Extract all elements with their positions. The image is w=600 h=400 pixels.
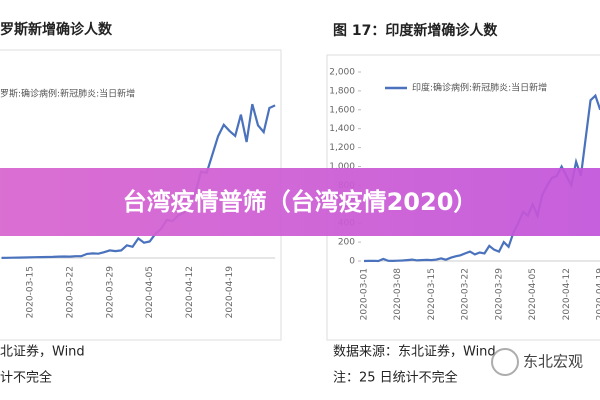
x-tick-label: 2020-03-29 (494, 268, 504, 321)
x-tick-label: 2020-03-15 (427, 268, 437, 320)
x-tick-label: 2020-04-05 (145, 266, 155, 318)
banner-text: 台湾疫情普筛（台湾疫情2020） (123, 188, 478, 216)
right-title: 图 17：印度新增确诊人数 (333, 22, 498, 39)
y-tick-label: 1,000 (329, 162, 355, 172)
legend-label: 罗斯:确诊病例:新冠肺炎:当日新增 (0, 88, 135, 100)
x-tick-label: 2020-03-08 (393, 268, 403, 321)
y-tick-label: 1,800 (329, 86, 355, 96)
left-note: 计不完全 (0, 370, 52, 386)
y-tick-label: 200 (338, 238, 355, 248)
y-tick-label: 2,000 (329, 68, 355, 78)
x-tick-label: 2020-03-29 (105, 266, 115, 319)
banner (0, 168, 600, 236)
left-title: 罗斯新增确诊人数 (0, 21, 113, 38)
x-tick-label: 2020-04-19 (596, 268, 600, 321)
y-tick-label: 1,400 (329, 124, 355, 134)
left-source: 北证券，Wind (0, 344, 85, 360)
watermark-icon (491, 348, 519, 376)
x-tick-label: 2020-04-12 (185, 266, 195, 318)
x-tick-label: 2020-03-01 (360, 268, 370, 320)
line (1, 103, 276, 259)
x-tick-label: 2020-03-15 (26, 266, 36, 318)
x-tick-label: 2020-04-19 (225, 266, 235, 319)
x-tick-label: 2020-03-22 (461, 268, 471, 320)
x-tick-label: 2020-04-05 (528, 268, 538, 320)
right-note: 注：25 日统计不完全 (333, 370, 458, 386)
y-tick-label: 1,600 (329, 105, 355, 115)
y-tick-label: 0 (349, 257, 355, 267)
legend-label: 印度:确诊病例:新冠肺炎:当日新增 (412, 82, 547, 94)
watermark: 东北宏观 (523, 353, 583, 371)
right-source: 数据来源：东北证券，Wind (333, 344, 496, 360)
y-tick-label: 1,200 (329, 143, 355, 153)
x-tick-label: 2020-04-12 (562, 268, 572, 320)
x-tick-label: 2020-03-22 (65, 266, 75, 318)
